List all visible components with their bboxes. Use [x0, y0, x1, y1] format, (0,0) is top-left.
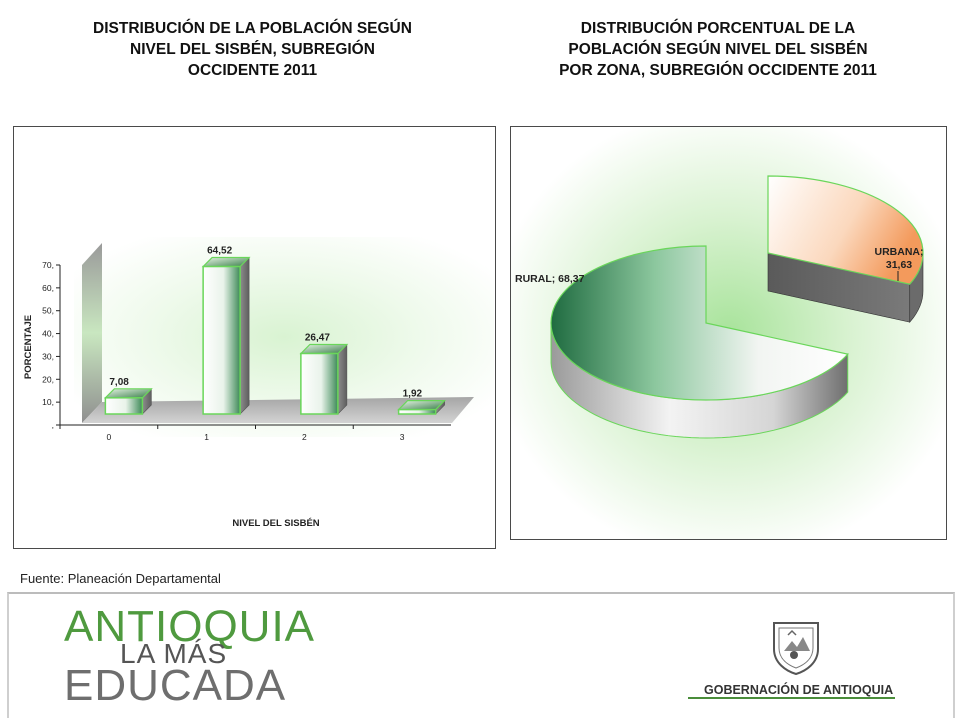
urbana-label-line-2: 31,63 — [886, 259, 912, 271]
bar-chart-title-line-3: OCCIDENTE 2011 — [187, 62, 318, 79]
y-tick-label: 60, — [42, 283, 54, 293]
urbana-slice — [767, 175, 924, 285]
pie-chart-title-line-2: POBLACIÓN SEGÚN NIVEL DEL SISBÉN — [568, 41, 868, 58]
government-underline — [688, 697, 895, 699]
x-axis-label: NIVEL DEL SISBÉN — [232, 518, 319, 529]
bar-side — [239, 256, 250, 415]
y-tick-label: 50, — [42, 306, 54, 316]
bar-value-label: 64,52 — [207, 246, 232, 257]
y-tick-label: , — [52, 420, 54, 430]
urbana-label-line-1: URBANA; — [875, 246, 924, 258]
bar-value-label: 1,92 — [403, 389, 423, 400]
y-tick-label: 40, — [42, 329, 54, 339]
bar — [202, 265, 241, 415]
brand-la-mas: LA MÁS — [120, 638, 228, 669]
rural-label: RURAL; 68,37 — [515, 273, 585, 285]
y-tick-label: 70, — [42, 260, 54, 270]
footer-banner — [7, 592, 955, 718]
bar-top — [397, 400, 447, 411]
bar — [300, 352, 339, 415]
pie-chart-title: DISTRIBUCIÓN PORCENTUAL DE LA POBLACIÓN … — [488, 18, 948, 81]
bar-chart: , 10, 20, 30, 40, 50, 60, 70, 0 1 2 3 7,08 64,52 26,4… — [23, 237, 494, 529]
y-tick-label: 30, — [42, 351, 54, 361]
bar — [104, 397, 144, 415]
bar-chart-panel: , 10, 20, 30, 40, 50, 60, 70, 0 1 2 3 7,08 64,52 26,4… — [13, 126, 496, 549]
x-tick-label: 1 — [204, 432, 209, 442]
y-tick-label: 10, — [42, 397, 54, 407]
y-tick-label: 20, — [42, 374, 54, 384]
bar-chart-title-line-1: DISTRIBUCIÓN DE LA POBLACIÓN SEGÚN — [93, 20, 412, 37]
bar-chart-floor — [82, 397, 474, 423]
bar — [397, 408, 437, 415]
rural-slice — [550, 245, 849, 401]
bar-top — [201, 256, 251, 268]
x-tick-label: 0 — [107, 432, 112, 442]
pie-chart: URBANA; 31,63 RURAL; 68,37 — [511, 127, 946, 539]
bar-top — [299, 343, 349, 355]
bar-side — [337, 343, 348, 415]
pie-chart-title-line-1: DISTRIBUCIÓN PORCENTUAL DE LA — [580, 20, 856, 37]
bar-value-label: 7,08 — [109, 377, 129, 388]
brand-antioquia: ANTIOQUIA — [64, 602, 316, 651]
source-note: Fuente: Planeación Departamental — [20, 571, 221, 586]
bar-value-label: 26,47 — [305, 332, 330, 343]
brand-educada: EDUCADA — [64, 661, 287, 710]
bar-chart-side-wall — [82, 243, 102, 423]
y-axis-label: PORCENTAJE — [23, 315, 34, 379]
x-tick-label: 2 — [302, 432, 307, 442]
pie-chart-panel: URBANA; 31,63 RURAL; 68,37 — [510, 126, 947, 540]
bar-chart-title: DISTRIBUCIÓN DE LA POBLACIÓN SEGÚN NIVEL… — [10, 18, 495, 81]
bar-chart-title-line-2: NIVEL DEL SISBÉN, SUBREGIÓN — [130, 41, 375, 58]
coat-of-arms-icon — [773, 622, 819, 676]
bar-top — [103, 388, 153, 399]
pie-chart-title-line-3: POR ZONA, SUBREGIÓN OCCIDENTE 2011 — [559, 62, 877, 79]
x-tick-label: 3 — [400, 432, 405, 442]
government-name: GOBERNACIÓN DE ANTIOQUIA — [704, 683, 894, 697]
